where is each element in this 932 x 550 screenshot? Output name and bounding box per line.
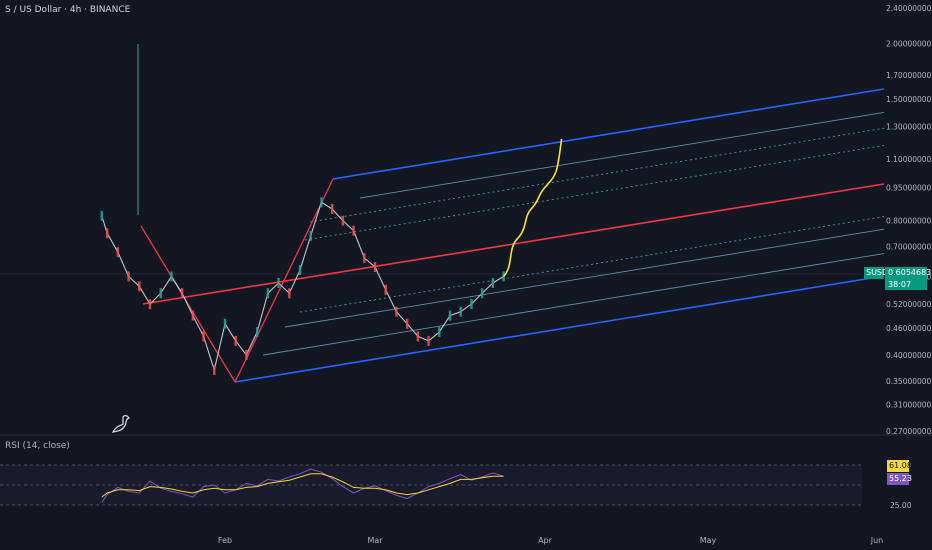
price-candle — [191, 310, 195, 321]
channel-inner-line — [299, 216, 885, 313]
rsi-title: RSI (14, close) — [5, 441, 70, 451]
price-candle — [470, 299, 473, 310]
price-candle — [309, 230, 312, 241]
time-tick-label: Jun — [870, 536, 884, 545]
price-candle — [352, 225, 355, 236]
price-candle — [148, 299, 152, 310]
price-candle — [502, 271, 505, 282]
price-tick-label: 2.40000000 — [886, 4, 932, 13]
price-candle — [170, 271, 173, 282]
price-tick-label: 0.52000000 — [886, 300, 932, 309]
rsi-line — [101, 468, 504, 503]
price-candle — [491, 277, 495, 288]
time-tick-label: Mar — [367, 536, 383, 545]
price-candle — [416, 331, 420, 342]
channel-inner-line — [359, 111, 885, 199]
price-candle — [288, 288, 291, 299]
price-candle — [100, 210, 103, 221]
time-tick-label: Apr — [538, 536, 553, 545]
price-tick-label: 0.46000000 — [886, 324, 932, 333]
price-tick-label: 0.27000000 — [886, 427, 932, 436]
price-candle — [245, 349, 248, 360]
price-candle — [213, 364, 216, 375]
chart-title: S / US Dollar · 4h · BINANCE — [5, 5, 131, 15]
price-candle — [405, 318, 409, 329]
rsi-ma-line — [101, 473, 504, 498]
pivot-line-a — [140, 225, 236, 383]
price-tick-label: 0.31000000 — [886, 400, 932, 409]
time-tick-label: Feb — [218, 536, 232, 545]
price-tick-label: 0.80000000 — [886, 217, 932, 226]
channel-inner-line — [262, 253, 885, 356]
price-candle — [427, 335, 430, 346]
price-candle — [320, 197, 323, 208]
price-tick-label: 1.50000000 — [886, 95, 932, 104]
price-tick-label: 0.35000000 — [886, 377, 932, 386]
price-candle — [266, 288, 270, 299]
price-candle — [459, 306, 462, 317]
rsi-band — [0, 465, 862, 505]
price-candle — [138, 281, 141, 292]
price-value-tag: 0.60546836 — [885, 267, 932, 279]
price-candle — [363, 252, 366, 263]
price-tick-label: 1.70000000 — [886, 71, 932, 80]
price-candle — [277, 277, 280, 288]
price-candle — [255, 327, 259, 338]
price-candle — [373, 261, 377, 272]
channel-upper-line — [332, 88, 885, 180]
price-candle — [159, 288, 162, 299]
price-candle — [127, 271, 130, 282]
price-candle — [330, 203, 334, 214]
channel-lower-line — [234, 275, 885, 383]
rsi-tick-label: 25.00 — [890, 501, 912, 510]
price-candle — [448, 310, 452, 321]
price-candle — [480, 288, 484, 299]
price-tick-label: 0.95000000 — [886, 183, 932, 192]
price-tick-label: 1.30000000 — [886, 123, 932, 132]
price-candle — [395, 306, 398, 317]
time-tick-label: May — [700, 536, 717, 545]
price-candle — [234, 335, 237, 346]
price-candle — [384, 284, 387, 295]
dinosaur-logo-icon — [111, 414, 131, 433]
price-candle — [223, 318, 227, 329]
price-candle — [298, 265, 302, 276]
price-tick-label: 0.40000000 — [886, 351, 932, 360]
rsi-ma-value-tag: 61.08 — [887, 460, 912, 472]
projection-path — [502, 138, 563, 277]
price-candle — [180, 288, 184, 299]
channel-inner-line — [284, 228, 885, 328]
bar-countdown: 38:07 — [885, 279, 927, 290]
rsi-value-tag: 55.23 — [887, 473, 912, 485]
price-tick-label: 0.70000000 — [886, 243, 932, 252]
price-tick-label: 1.10000000 — [886, 155, 932, 164]
price-candle — [438, 327, 441, 338]
price-tick-label: 2.00000000 — [886, 39, 932, 48]
price-symbol-tag: SUSD — [864, 267, 889, 279]
channel-inner-line — [309, 127, 885, 223]
price-candle — [202, 331, 205, 342]
price-candle — [116, 247, 120, 258]
price-candle — [105, 228, 109, 239]
price-line — [101, 201, 504, 371]
price-candle — [341, 215, 345, 226]
